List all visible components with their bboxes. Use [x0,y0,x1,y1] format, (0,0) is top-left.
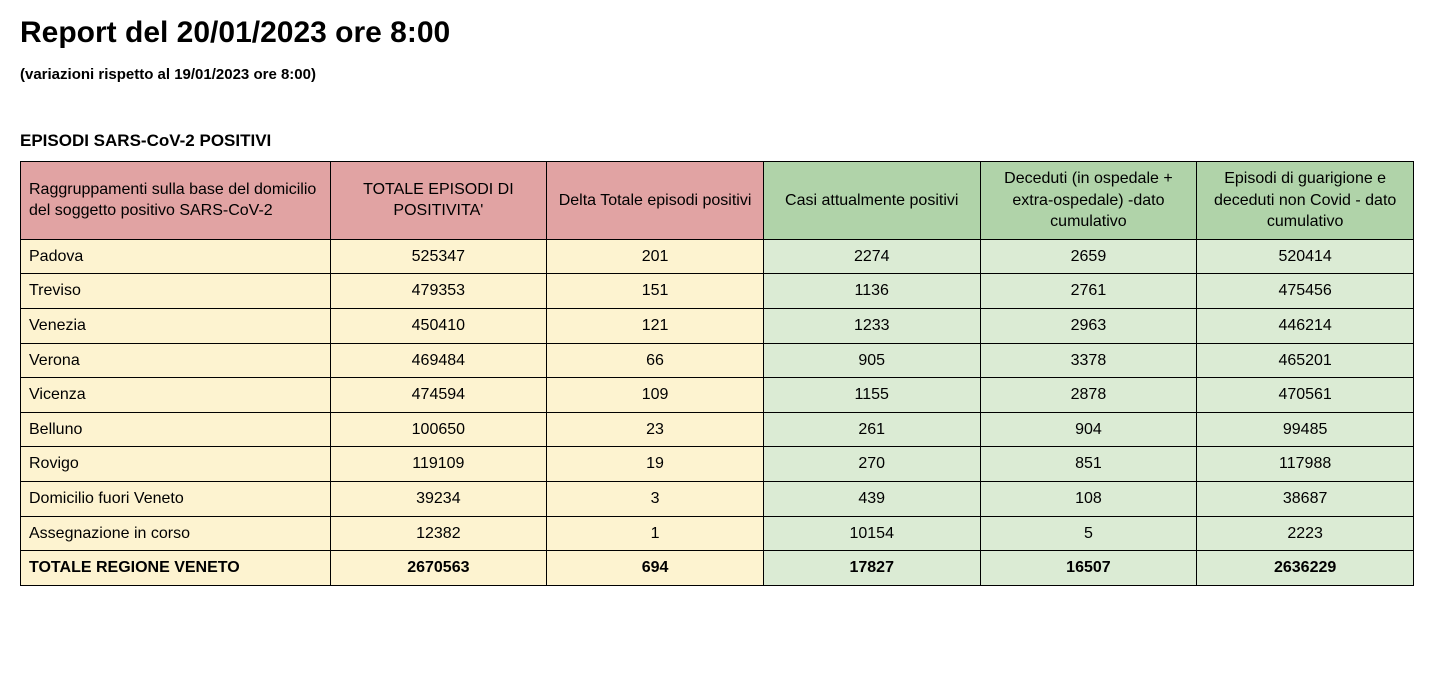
table-row: TOTALE REGIONE VENETO2670563694178271650… [21,551,1414,586]
row-value: 446214 [1197,308,1414,343]
row-label: Belluno [21,412,331,447]
row-label: Vicenza [21,378,331,413]
row-label: TOTALE REGIONE VENETO [21,551,331,586]
col-header-casi-positivi: Casi attualmente positivi [763,162,980,240]
row-value: 100650 [330,412,547,447]
row-value: 470561 [1197,378,1414,413]
row-value: 525347 [330,239,547,274]
row-value: 151 [547,274,764,309]
row-value: 520414 [1197,239,1414,274]
row-value: 2659 [980,239,1197,274]
table-row: Vicenza47459410911552878470561 [21,378,1414,413]
row-value: 201 [547,239,764,274]
table-row: Assegnazione in corso1238211015452223 [21,516,1414,551]
row-value: 2223 [1197,516,1414,551]
row-value: 904 [980,412,1197,447]
section-title: EPISODI SARS-CoV-2 POSITIVI [20,131,1414,151]
row-value: 38687 [1197,481,1414,516]
row-value: 108 [980,481,1197,516]
row-value: 905 [763,343,980,378]
row-value: 17827 [763,551,980,586]
row-value: 2636229 [1197,551,1414,586]
row-value: 121 [547,308,764,343]
row-value: 1155 [763,378,980,413]
row-value: 2761 [980,274,1197,309]
covid-table: Raggruppamenti sulla base del domicilio … [20,161,1414,586]
row-label: Padova [21,239,331,274]
table-row: Verona469484669053378465201 [21,343,1414,378]
row-value: 109 [547,378,764,413]
row-value: 474594 [330,378,547,413]
row-value: 694 [547,551,764,586]
table-row: Rovigo11910919270851117988 [21,447,1414,482]
table-row: Treviso47935315111362761475456 [21,274,1414,309]
row-value: 3378 [980,343,1197,378]
row-value: 119109 [330,447,547,482]
row-value: 19 [547,447,764,482]
row-label: Rovigo [21,447,331,482]
row-value: 12382 [330,516,547,551]
row-value: 851 [980,447,1197,482]
table-row: Belluno1006502326190499485 [21,412,1414,447]
col-header-domicilio: Raggruppamenti sulla base del domicilio … [21,162,331,240]
row-value: 479353 [330,274,547,309]
row-value: 3 [547,481,764,516]
row-value: 1 [547,516,764,551]
table-row: Padova52534720122742659520414 [21,239,1414,274]
row-value: 439 [763,481,980,516]
row-value: 23 [547,412,764,447]
row-value: 1136 [763,274,980,309]
row-value: 465201 [1197,343,1414,378]
row-value: 10154 [763,516,980,551]
row-value: 5 [980,516,1197,551]
col-header-delta: Delta Totale episodi positivi [547,162,764,240]
row-value: 99485 [1197,412,1414,447]
col-header-totale-episodi: TOTALE EPISODI DI POSITIVITA' [330,162,547,240]
page-subtitle: (variazioni rispetto al 19/01/2023 ore 8… [20,66,1414,83]
row-label: Assegnazione in corso [21,516,331,551]
row-value: 2274 [763,239,980,274]
row-value: 2878 [980,378,1197,413]
row-value: 261 [763,412,980,447]
row-label: Treviso [21,274,331,309]
table-header-row: Raggruppamenti sulla base del domicilio … [21,162,1414,240]
row-value: 450410 [330,308,547,343]
row-value: 1233 [763,308,980,343]
row-value: 117988 [1197,447,1414,482]
col-header-deceduti: Deceduti (in ospedale + extra-ospedale) … [980,162,1197,240]
row-value: 270 [763,447,980,482]
table-row: Domicilio fuori Veneto39234343910838687 [21,481,1414,516]
row-value: 2963 [980,308,1197,343]
row-label: Venezia [21,308,331,343]
page-title: Report del 20/01/2023 ore 8:00 [20,16,1414,50]
table-body: Padova52534720122742659520414Treviso4793… [21,239,1414,585]
row-value: 469484 [330,343,547,378]
row-label: Domicilio fuori Veneto [21,481,331,516]
row-value: 39234 [330,481,547,516]
row-value: 16507 [980,551,1197,586]
row-value: 475456 [1197,274,1414,309]
col-header-guarigione: Episodi di guarigione e deceduti non Cov… [1197,162,1414,240]
row-value: 66 [547,343,764,378]
row-label: Verona [21,343,331,378]
row-value: 2670563 [330,551,547,586]
table-row: Venezia45041012112332963446214 [21,308,1414,343]
